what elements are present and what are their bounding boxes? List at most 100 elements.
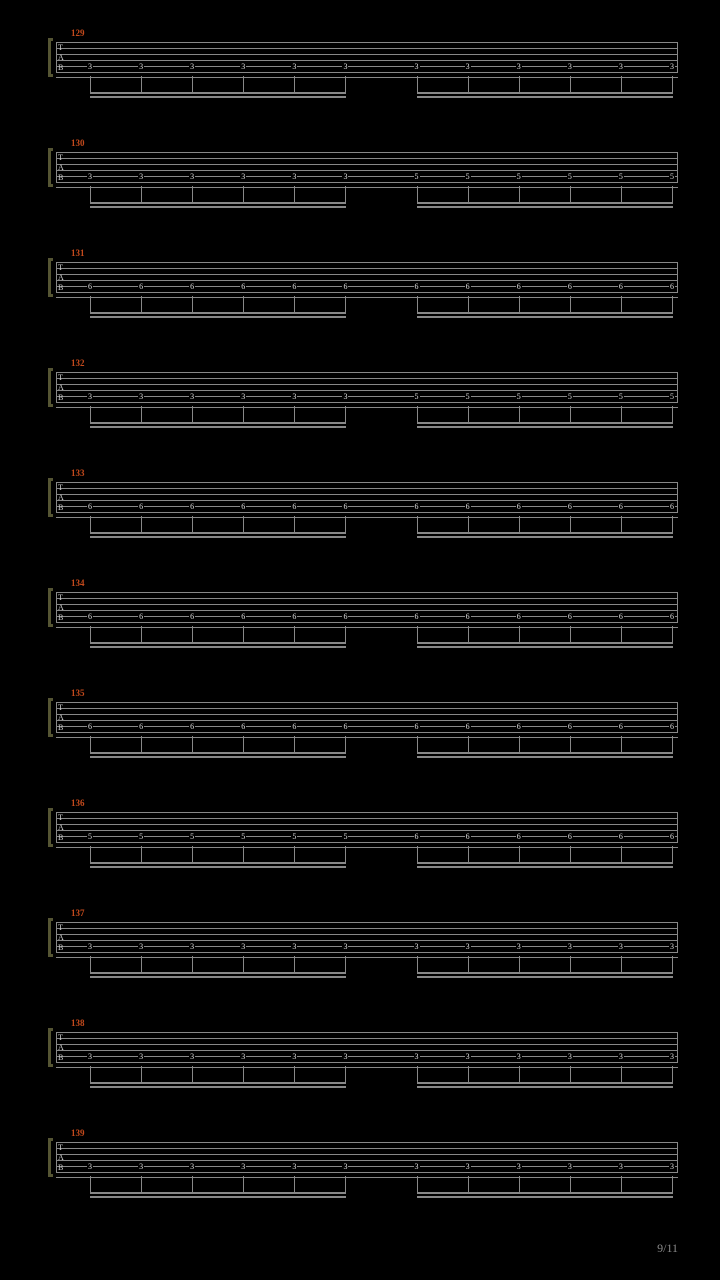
note-stem [417,516,418,532]
note-stem [141,76,142,92]
fret-number: 6 [87,723,93,731]
tab-label-char: B [58,613,63,622]
note-stem [468,846,469,862]
beam-group [90,1082,346,1090]
tab-label-char: B [58,833,63,842]
fret-number: 6 [138,613,144,621]
fret-number: 3 [414,1053,420,1061]
note-stem [294,76,295,92]
note-stem [192,736,193,752]
note-stem [345,1066,346,1082]
tab-label: TAB [58,153,64,183]
fret-number: 3 [240,1053,246,1061]
tab-label-char: T [58,593,63,602]
note-stem [468,736,469,752]
note-stem [621,76,622,92]
note-stem [141,846,142,862]
note-stem [243,1066,244,1082]
note-stem [192,406,193,422]
note-stem [345,846,346,862]
fret-number: 6 [618,723,624,731]
fret-number: 3 [87,1163,93,1171]
fret-number: 3 [567,1163,573,1171]
tab-label-char: A [58,273,64,282]
fret-number: 3 [138,173,144,181]
fret-number: 6 [465,613,471,621]
fret-number: 3 [618,63,624,71]
fret-number: 6 [618,613,624,621]
note-stem [243,956,244,972]
fret-number: 3 [567,1053,573,1061]
tab-label-char: T [58,923,63,932]
fret-number: 6 [291,613,297,621]
note-stem [570,626,571,642]
fret-number: 5 [516,393,522,401]
staff [56,812,678,848]
fret-number: 5 [465,173,471,181]
fret-number: 3 [669,943,675,951]
fret-number: 3 [138,943,144,951]
note-stem [243,626,244,642]
note-stem [192,516,193,532]
beam-group [417,202,673,210]
note-stem [570,186,571,202]
note-stem [417,846,418,862]
measure: 136TAB555555666666 [0,798,720,895]
fret-number: 6 [465,833,471,841]
note-stem [243,406,244,422]
staff-bracket [48,148,53,187]
tab-label-char: A [58,933,64,942]
note-stem [672,1176,673,1192]
tab-label: TAB [58,43,64,73]
tab-label-char: T [58,703,63,712]
measure: 139TAB333333333333 [0,1128,720,1225]
note-stem [141,626,142,642]
fret-number: 6 [414,613,420,621]
fret-number: 5 [342,833,348,841]
fret-number: 3 [669,1053,675,1061]
fret-number: 6 [669,503,675,511]
fret-number: 6 [516,503,522,511]
measure-number: 133 [71,468,85,478]
staff-bracket [48,808,53,847]
fret-number: 3 [342,393,348,401]
fret-number: 5 [414,393,420,401]
tab-label-char: B [58,393,63,402]
fret-number: 3 [138,63,144,71]
staff [56,372,678,408]
fret-number: 3 [618,1053,624,1061]
note-stem [621,956,622,972]
staff [56,262,678,298]
fret-number: 5 [291,833,297,841]
note-stem [468,626,469,642]
note-stem [519,516,520,532]
tab-label-char: T [58,813,63,822]
note-stem [672,186,673,202]
measure-number: 132 [71,358,85,368]
note-stem [417,1066,418,1082]
measure: 130TAB333333555555 [0,138,720,235]
note-stem [90,736,91,752]
tab-label-char: A [58,823,64,832]
fret-number: 3 [669,63,675,71]
note-stem [417,186,418,202]
fret-number: 3 [516,63,522,71]
note-stem [672,736,673,752]
note-stem [519,296,520,312]
tab-label-char: T [58,1143,63,1152]
note-stem [417,296,418,312]
tab-label-char: A [58,1153,64,1162]
note-stem [243,76,244,92]
fret-number: 3 [414,943,420,951]
fret-number: 5 [618,173,624,181]
fret-number: 3 [240,63,246,71]
note-stem [519,406,520,422]
note-stem [570,406,571,422]
fret-number: 3 [342,1163,348,1171]
note-stem [345,736,346,752]
measure-number: 137 [71,908,85,918]
fret-number: 6 [291,723,297,731]
note-stem [621,296,622,312]
tab-label-char: A [58,163,64,172]
note-stem [141,736,142,752]
